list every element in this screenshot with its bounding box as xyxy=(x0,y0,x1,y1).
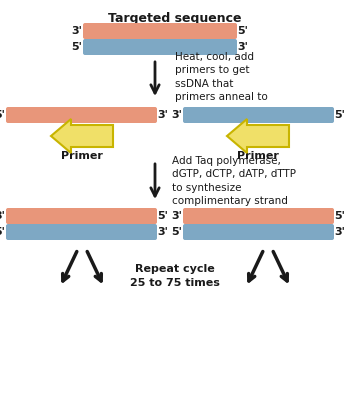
Text: 3': 3' xyxy=(71,26,83,36)
Text: 5': 5' xyxy=(158,211,168,221)
Text: Heat, cool, add
primers to get
ssDNA that
primers anneal to: Heat, cool, add primers to get ssDNA tha… xyxy=(175,52,268,102)
Text: Add Taq polymerase,
dGTP, dCTP, dATP, dTTP
to synthesize
complimentary strand: Add Taq polymerase, dGTP, dCTP, dATP, dT… xyxy=(172,156,296,206)
Text: Targeted sequence: Targeted sequence xyxy=(108,12,242,25)
Text: 3': 3' xyxy=(172,110,182,120)
Text: Primer: Primer xyxy=(237,151,279,161)
Text: 3': 3' xyxy=(335,227,345,237)
Text: 3': 3' xyxy=(172,211,182,221)
Text: 5': 5' xyxy=(0,110,6,120)
FancyBboxPatch shape xyxy=(6,208,157,224)
Polygon shape xyxy=(227,119,289,153)
Text: 3': 3' xyxy=(238,42,248,52)
Text: 3': 3' xyxy=(158,110,168,120)
Text: 3': 3' xyxy=(0,211,6,221)
Text: 5': 5' xyxy=(335,211,345,221)
Text: 5': 5' xyxy=(172,227,182,237)
Text: 5': 5' xyxy=(0,227,6,237)
FancyBboxPatch shape xyxy=(83,39,237,55)
FancyBboxPatch shape xyxy=(6,224,157,240)
Text: 5': 5' xyxy=(71,42,83,52)
FancyBboxPatch shape xyxy=(183,208,334,224)
FancyBboxPatch shape xyxy=(183,224,334,240)
FancyBboxPatch shape xyxy=(183,107,334,123)
FancyBboxPatch shape xyxy=(6,107,157,123)
Text: Repeat cycle
25 to 75 times: Repeat cycle 25 to 75 times xyxy=(130,264,220,288)
Text: 3': 3' xyxy=(158,227,168,237)
Polygon shape xyxy=(51,119,113,153)
Text: 5': 5' xyxy=(335,110,345,120)
FancyBboxPatch shape xyxy=(83,23,237,39)
Text: 5': 5' xyxy=(238,26,248,36)
Text: Primer: Primer xyxy=(61,151,103,161)
